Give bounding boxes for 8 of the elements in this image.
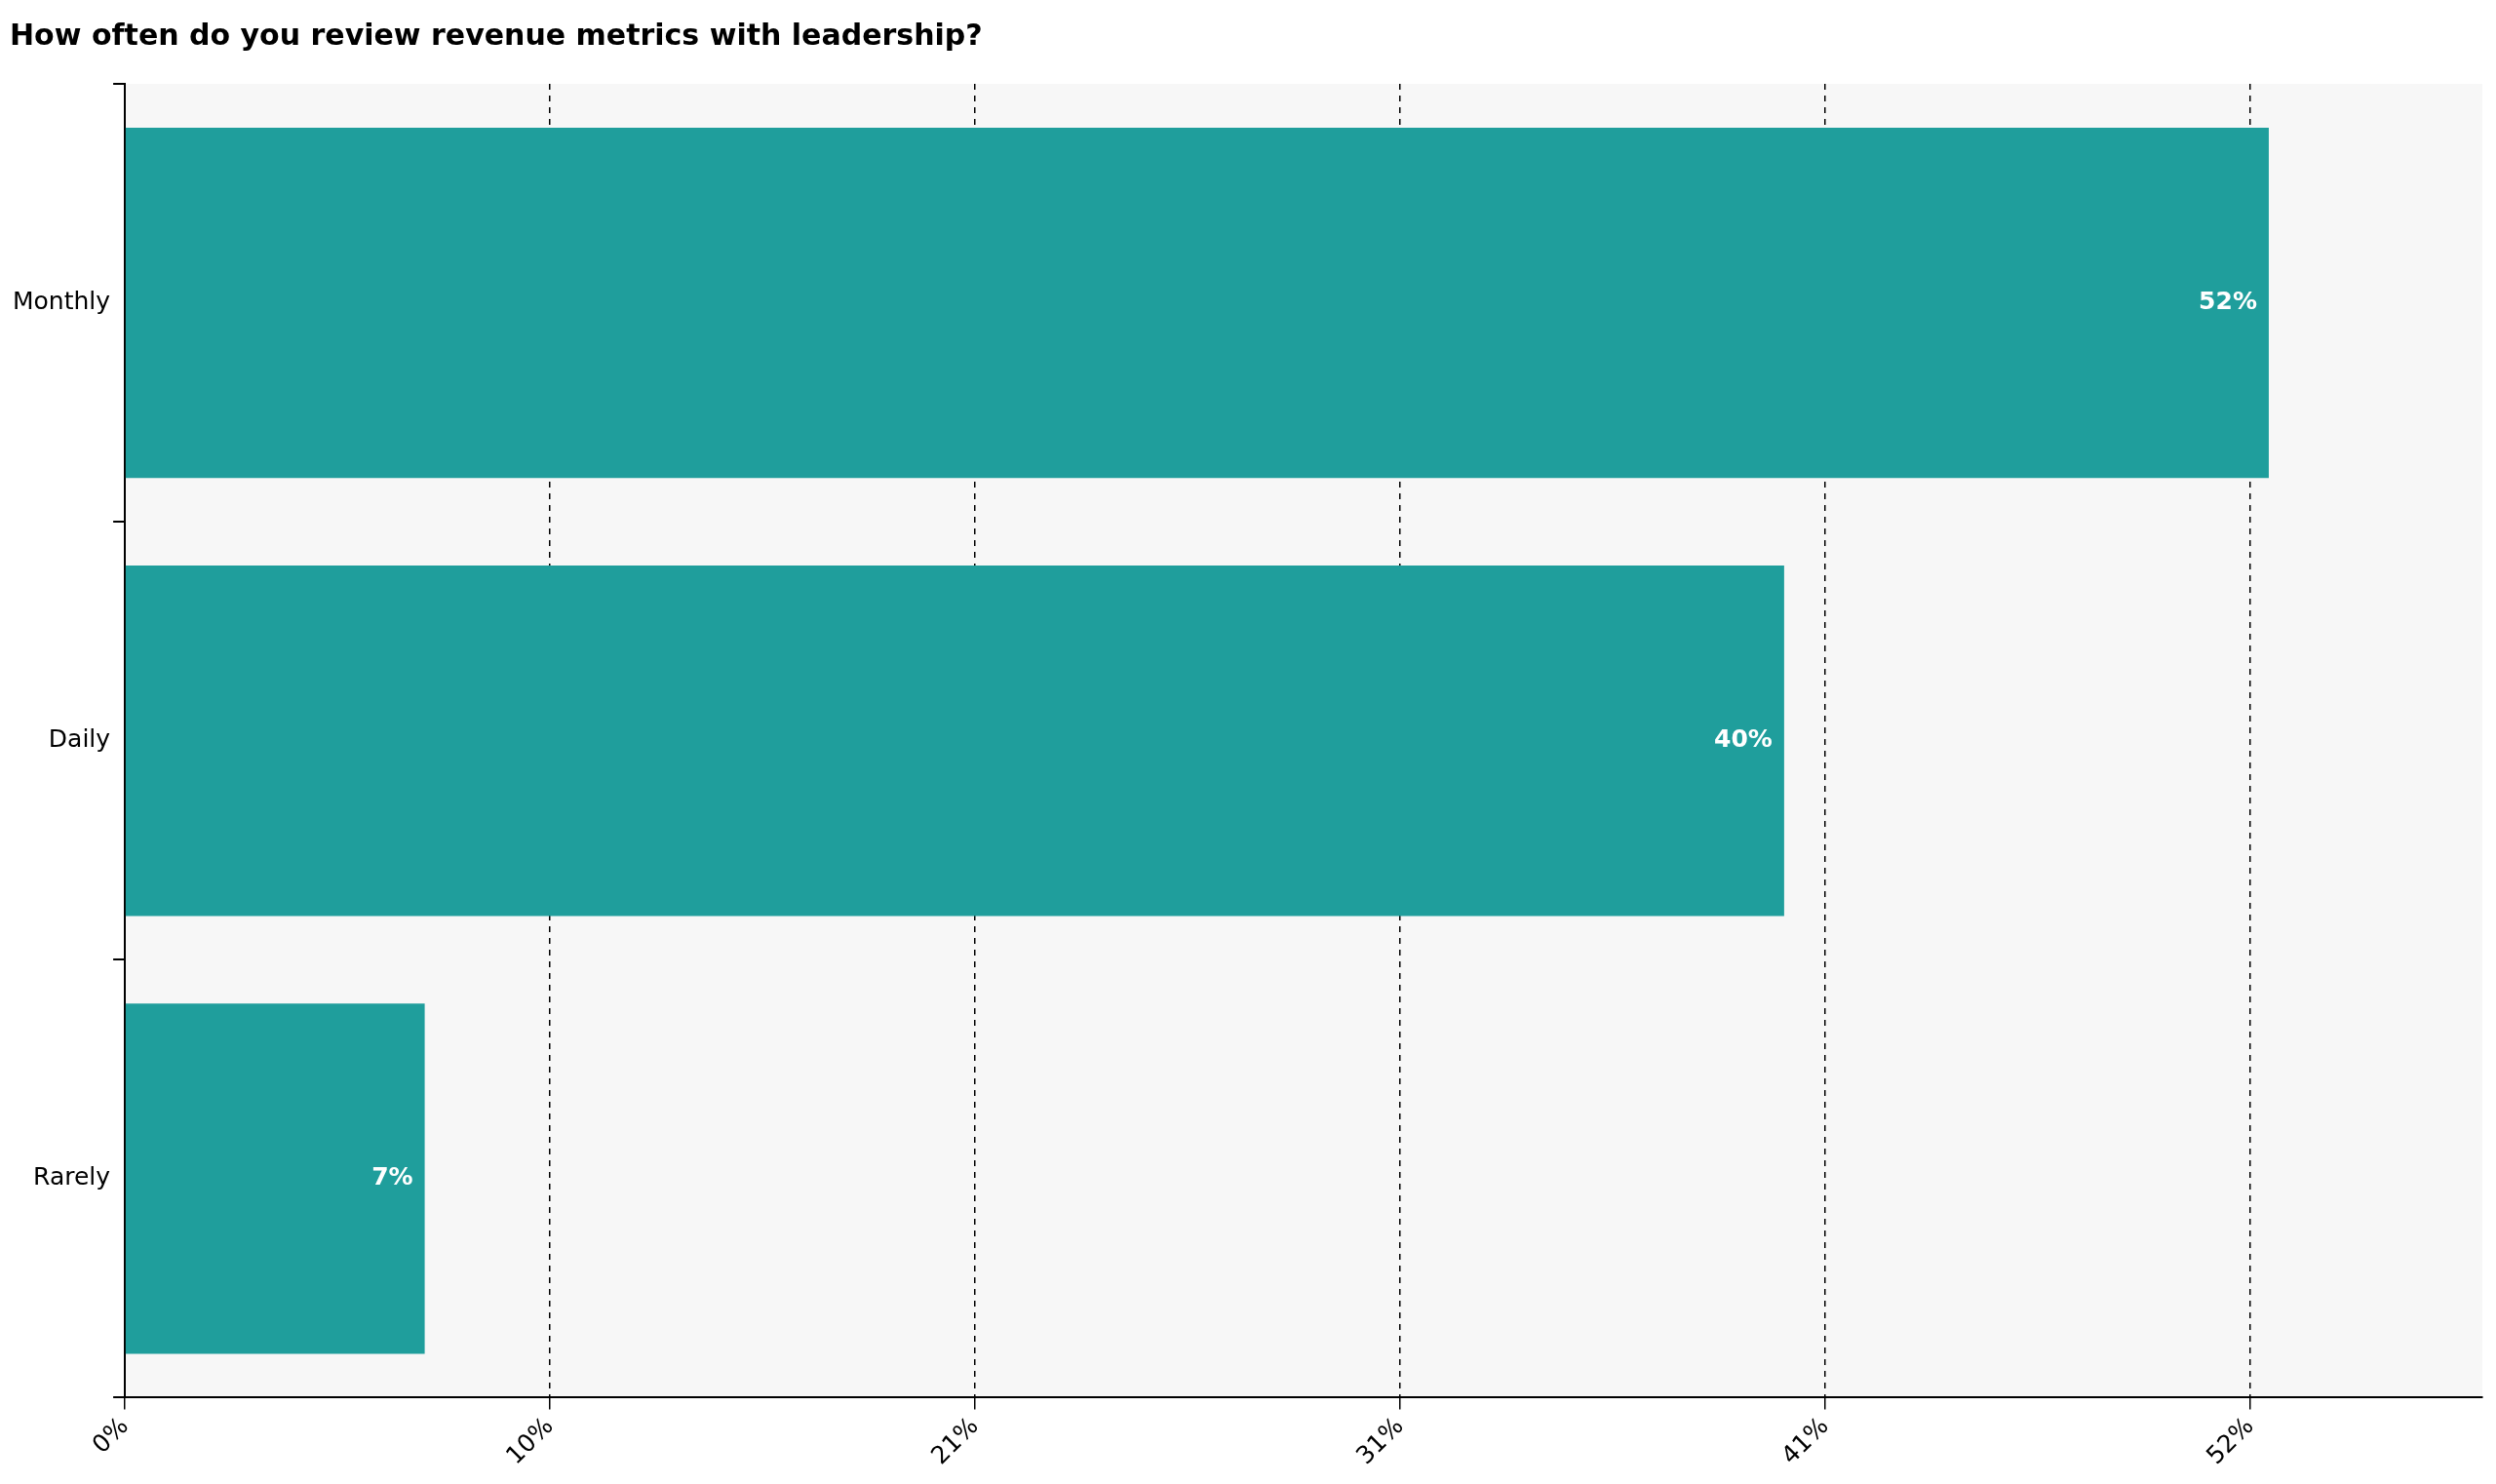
y-tick-label: Rarely: [33, 1162, 111, 1191]
data-label: 40%: [1714, 724, 1773, 754]
y-tick-label: Monthly: [12, 287, 111, 316]
x-tick-label: 0%: [86, 1411, 134, 1459]
data-label: 52%: [2199, 287, 2257, 316]
y-tick-label: Daily: [48, 724, 111, 754]
data-label: 7%: [371, 1162, 413, 1191]
chart-title: How often do you review revenue metrics with leadership?: [10, 17, 983, 52]
